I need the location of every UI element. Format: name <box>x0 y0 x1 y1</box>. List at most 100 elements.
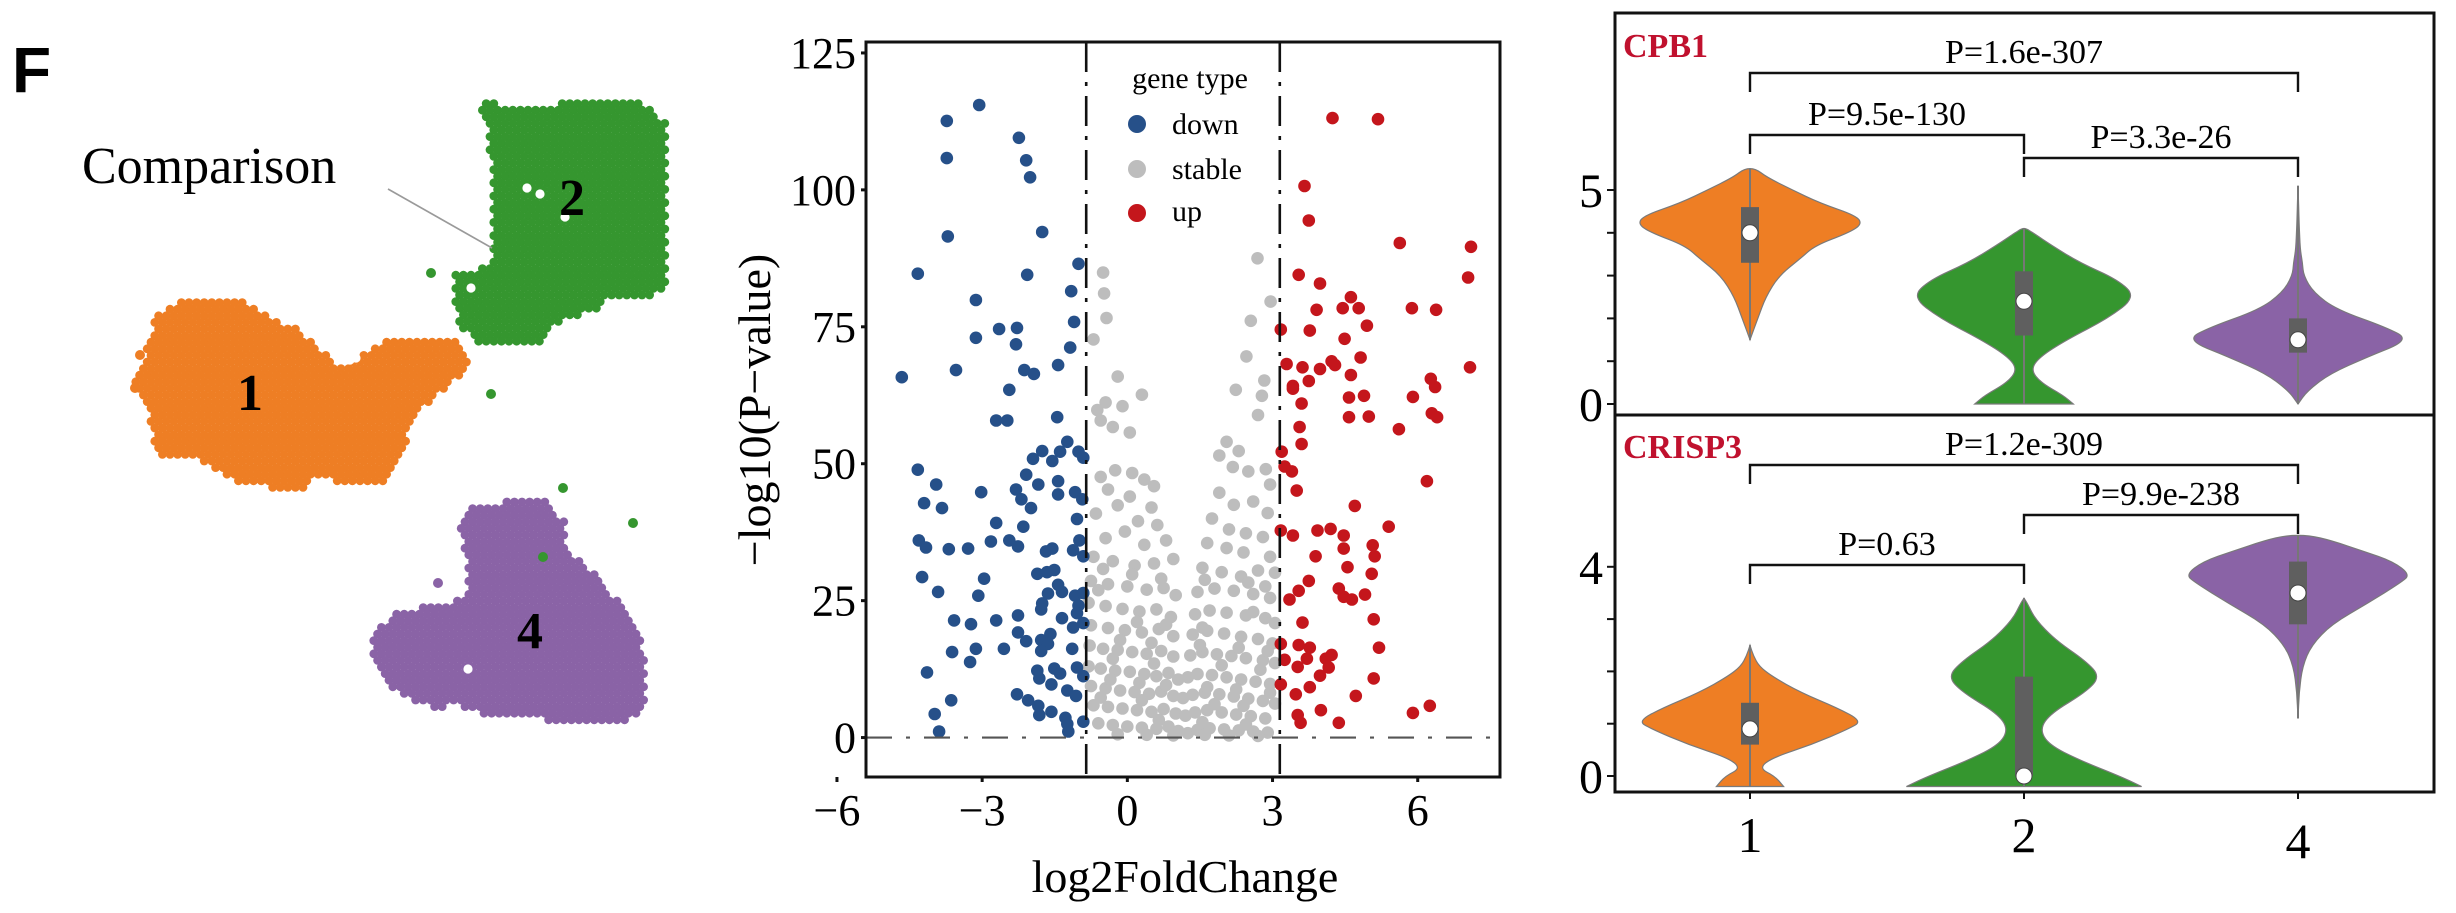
spot <box>169 403 179 413</box>
spot <box>645 132 654 142</box>
spot <box>599 185 609 194</box>
spot <box>506 557 515 566</box>
point-up <box>1313 669 1327 682</box>
point-stable <box>1118 623 1132 637</box>
legend-label-down: down <box>1172 108 1239 141</box>
spot <box>645 277 654 287</box>
spot <box>605 689 614 698</box>
spot <box>453 636 462 645</box>
spot <box>597 623 607 632</box>
spot <box>165 450 175 459</box>
spot <box>576 290 586 300</box>
spot <box>374 364 384 373</box>
point-stable <box>1111 728 1124 741</box>
point-stable <box>1125 568 1139 581</box>
spot <box>502 695 512 705</box>
point-stable <box>1106 554 1120 568</box>
spot <box>382 456 391 466</box>
spot <box>468 609 477 619</box>
spot <box>592 158 601 168</box>
spot <box>272 331 281 340</box>
spot <box>656 244 666 254</box>
spot <box>546 171 556 181</box>
spot <box>405 364 414 373</box>
spot <box>249 410 258 420</box>
spot <box>306 351 315 360</box>
point-stable <box>1259 580 1272 593</box>
spot <box>399 689 409 698</box>
spot <box>561 145 571 155</box>
spot <box>612 636 622 645</box>
spot <box>601 629 610 639</box>
spot <box>620 636 629 645</box>
spot <box>426 695 436 705</box>
spot <box>222 443 232 453</box>
spot <box>506 649 515 659</box>
point-stable <box>1193 638 1207 652</box>
point-up <box>1392 422 1406 436</box>
legend-marker-stable <box>1128 160 1146 178</box>
spot <box>397 443 407 453</box>
spot <box>550 310 559 320</box>
spot <box>483 662 493 672</box>
spot <box>491 609 500 619</box>
spot <box>535 257 544 267</box>
spot <box>306 443 315 453</box>
spot <box>550 218 559 227</box>
spot <box>512 310 521 320</box>
spot <box>573 297 582 306</box>
x-tick-label: 3 <box>1262 786 1284 835</box>
spot <box>580 270 590 280</box>
spot <box>298 337 308 347</box>
spot <box>584 290 594 300</box>
spot <box>652 132 662 142</box>
point-down <box>1064 284 1078 298</box>
x-tick-label: −3 <box>959 786 1006 835</box>
spot <box>584 264 594 273</box>
spot <box>403 669 413 678</box>
spot <box>551 675 561 685</box>
comparison-bracket <box>1748 463 2300 484</box>
spot <box>516 211 525 221</box>
spot <box>588 218 597 227</box>
point-stable <box>1092 583 1105 597</box>
spot <box>237 443 247 453</box>
spot <box>158 384 167 393</box>
spot <box>563 576 572 586</box>
point-stable <box>1116 399 1129 413</box>
spot <box>344 469 353 479</box>
spot <box>294 370 304 380</box>
spot <box>325 410 334 420</box>
point-stable <box>1116 702 1129 715</box>
spot <box>578 642 588 652</box>
point-up <box>1464 240 1478 254</box>
spot <box>633 112 643 122</box>
point-stable <box>1101 577 1115 591</box>
spot <box>521 557 531 566</box>
spot <box>626 191 635 201</box>
spot <box>489 178 499 188</box>
spot <box>237 337 247 347</box>
spot <box>460 636 470 645</box>
point-down <box>1041 587 1055 600</box>
spot <box>639 695 648 705</box>
spot <box>599 132 609 142</box>
point-up <box>1345 593 1359 606</box>
spot <box>487 563 496 573</box>
spot <box>525 642 534 652</box>
spot <box>532 616 542 626</box>
spot <box>593 708 603 718</box>
spot <box>582 715 591 725</box>
spot <box>561 198 571 208</box>
spot <box>430 689 439 698</box>
spot <box>405 337 414 347</box>
point-stable <box>1123 490 1137 503</box>
spot <box>618 244 628 254</box>
spot <box>498 609 508 619</box>
spot <box>321 456 331 466</box>
spot <box>475 570 485 579</box>
spot <box>150 423 160 433</box>
spot <box>422 662 432 672</box>
spot <box>529 636 538 645</box>
spot <box>451 270 461 280</box>
